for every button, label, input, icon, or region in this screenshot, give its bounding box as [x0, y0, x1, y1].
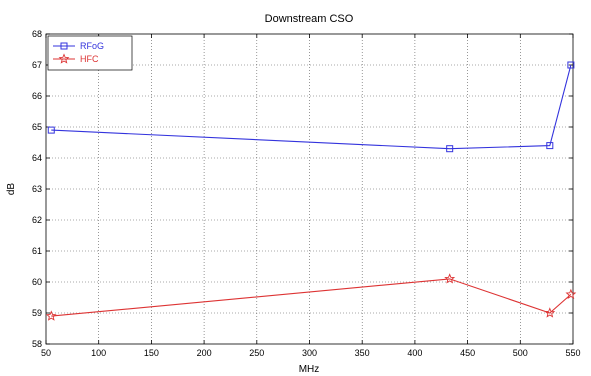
- y-tick-label: 58: [32, 339, 42, 349]
- series-line-hfc: [51, 278, 572, 317]
- x-tick-label: 500: [513, 348, 528, 358]
- y-tick-label: 63: [32, 184, 42, 194]
- y-tick-label: 59: [32, 308, 42, 318]
- data-point-hfc: [565, 288, 577, 300]
- x-tick-label: 50: [41, 348, 51, 358]
- legend-box: [47, 35, 133, 71]
- x-axis-label: MHz: [299, 364, 320, 375]
- x-tick-label: 100: [91, 348, 106, 358]
- legend-marker-rfog: [60, 42, 68, 50]
- y-tick-label: 61: [32, 246, 42, 256]
- data-point-rfog: [47, 126, 55, 134]
- x-tick-label: 400: [407, 348, 422, 358]
- y-tick-label: 65: [32, 122, 42, 132]
- chart-title: Downstream CSO: [265, 13, 354, 25]
- y-axis-label: dB: [6, 183, 17, 196]
- x-tick-label: 150: [144, 348, 159, 358]
- x-tick-label: 200: [197, 348, 212, 358]
- y-tick-label: 68: [32, 29, 42, 39]
- data-point-rfog: [567, 61, 575, 69]
- data-point-hfc: [444, 273, 456, 284]
- y-tick-label: 64: [32, 153, 42, 163]
- data-point-rfog: [546, 142, 554, 150]
- legend-marker-hfc: [58, 53, 70, 64]
- legend-label-hfc: HFC: [80, 54, 99, 64]
- data-point-hfc: [544, 307, 556, 318]
- x-tick-label: 250: [249, 348, 264, 358]
- grid-layer: [46, 34, 573, 344]
- series-line-rfog: [51, 64, 572, 150]
- x-tick-label: 300: [302, 348, 317, 358]
- series-layer: [45, 61, 577, 321]
- y-tick-label: 66: [32, 91, 42, 101]
- data-point-rfog: [446, 145, 454, 153]
- tick-layer: 50 100 150 200 250 300 350 400 450 500 550 58 59 60 61…: [32, 29, 581, 358]
- data-point-hfc: [45, 310, 57, 321]
- y-tick-label: 62: [32, 215, 42, 225]
- x-tick-label: 550: [565, 348, 580, 358]
- x-tick-label: 350: [355, 348, 370, 358]
- x-tick-label: 450: [460, 348, 475, 358]
- y-tick-label: 67: [32, 60, 42, 70]
- y-tick-label: 60: [32, 277, 42, 287]
- legend: RFoG HFC: [47, 35, 133, 71]
- legend-label-rfog: RFoG: [80, 41, 104, 51]
